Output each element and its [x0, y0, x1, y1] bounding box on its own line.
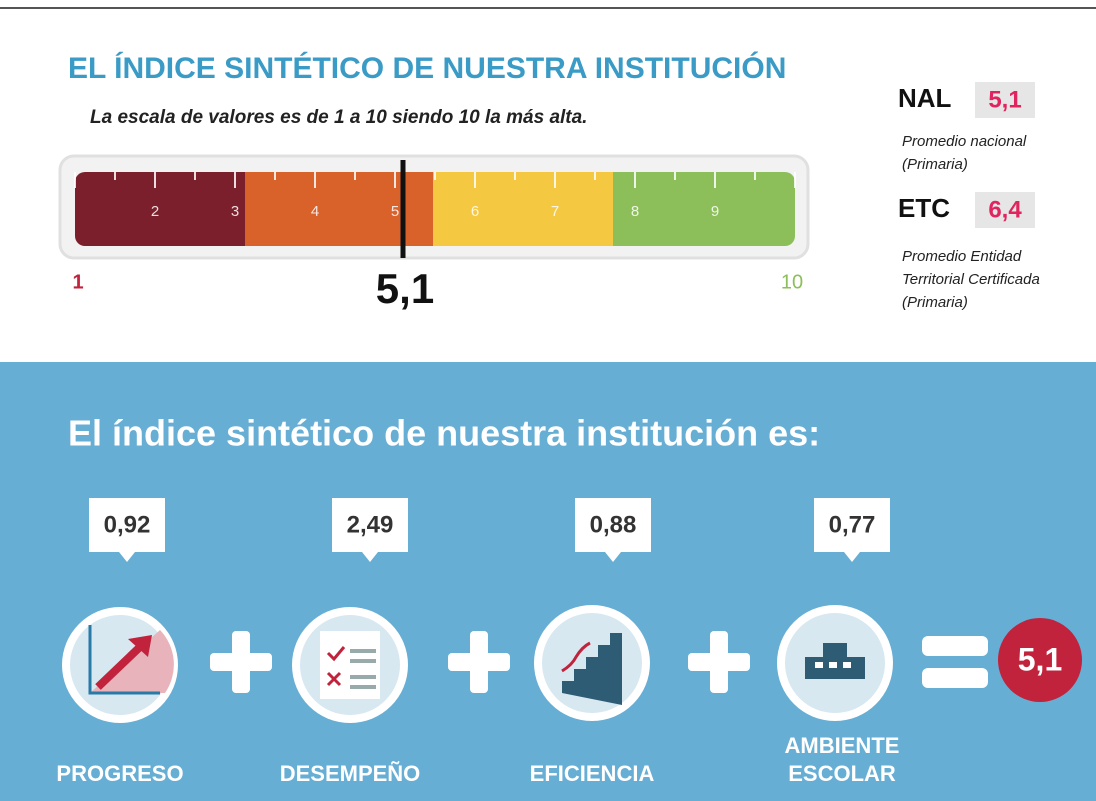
icon-stairs	[562, 633, 622, 705]
gauge-ticks: 2 3 4 5 6 7 8 9	[74, 172, 796, 220]
component-value: 0,88	[590, 511, 637, 538]
summary-title: El índice sintético de nuestra instituci…	[68, 413, 820, 454]
plus-sign	[710, 631, 728, 693]
comparison-value: 6,4	[988, 196, 1022, 223]
icon-cross	[326, 671, 342, 687]
components: 0,92 PROGRESO 2,49 DESEMPEÑO 0,88 EFICIENCIA 0…	[56, 498, 899, 786]
component-label: DESEMPEÑO	[280, 761, 421, 786]
operators	[210, 631, 988, 693]
gauge-tick-label: 4	[311, 203, 319, 220]
icon-progress-arrow	[95, 642, 145, 690]
equals-sign	[922, 668, 988, 688]
scale-max: 10	[781, 271, 803, 293]
gauge-tick-label: 7	[551, 203, 559, 220]
plus-sign	[470, 631, 488, 693]
component-label: EFICIENCIA	[530, 761, 655, 786]
gauge-segment	[75, 172, 255, 246]
component-label: AMBIENTE	[785, 733, 900, 758]
gauge-segment	[613, 172, 795, 246]
comparison-description: (Primaria)	[902, 156, 968, 173]
icon-stairs-arrow	[561, 641, 591, 673]
subtitle: La escala de valores es de 1 a 10 siendo…	[90, 107, 587, 128]
summary-panel	[0, 362, 1096, 801]
equals-sign	[922, 636, 988, 656]
gauge-tick-label: 2	[151, 203, 159, 220]
gauge-segment	[613, 172, 633, 246]
component-value: 2,49	[347, 511, 394, 538]
marker-label: 5,1	[376, 265, 434, 312]
gauge-tick-label: 6	[471, 203, 479, 220]
icon-check	[326, 646, 346, 662]
icon-school-roof	[823, 643, 847, 657]
comparison-code: NAL	[898, 83, 952, 113]
icon-progress-arrowhead	[128, 635, 152, 657]
icon-lines	[350, 649, 376, 689]
icon-progress-axes	[88, 625, 160, 695]
component-label: ESCOLAR	[788, 761, 896, 786]
value-callout	[575, 498, 651, 562]
gauge-tick-label: 3	[231, 203, 239, 220]
comparison-value: 5,1	[988, 86, 1021, 113]
value-callout	[89, 498, 165, 562]
scale-min: 1	[72, 271, 83, 293]
result-value: 5,1	[1018, 641, 1062, 677]
plus-sign	[232, 631, 250, 693]
gauge-tick-label: 9	[711, 203, 719, 220]
comparison-code: ETC	[898, 193, 950, 223]
result-circle	[998, 618, 1082, 702]
gauge-tick-label: 5	[391, 203, 399, 220]
title: EL ÍNDICE SINTÉTICO DE NUESTRA INSTITUCI…	[68, 51, 786, 85]
comparisons: NAL 5,1 Promedio nacional (Primaria) ETC 6,4 P…	[898, 82, 1040, 311]
comparison-box	[975, 192, 1035, 228]
value-callout	[332, 498, 408, 562]
component-label: PROGRESO	[56, 761, 183, 786]
comparison-description: Promedio nacional	[902, 133, 1027, 150]
comparison-description: Territorial Certificada	[902, 271, 1040, 288]
value-callout	[814, 498, 890, 562]
comparison-box	[975, 82, 1035, 118]
comparison-description: Promedio Entidad	[902, 248, 1022, 265]
gauge-segment	[433, 172, 613, 246]
component-value: 0,77	[829, 511, 876, 538]
gauge-tick-label: 8	[631, 203, 639, 220]
comparison-description: (Primaria)	[902, 294, 968, 311]
component-value: 0,92	[104, 511, 151, 538]
